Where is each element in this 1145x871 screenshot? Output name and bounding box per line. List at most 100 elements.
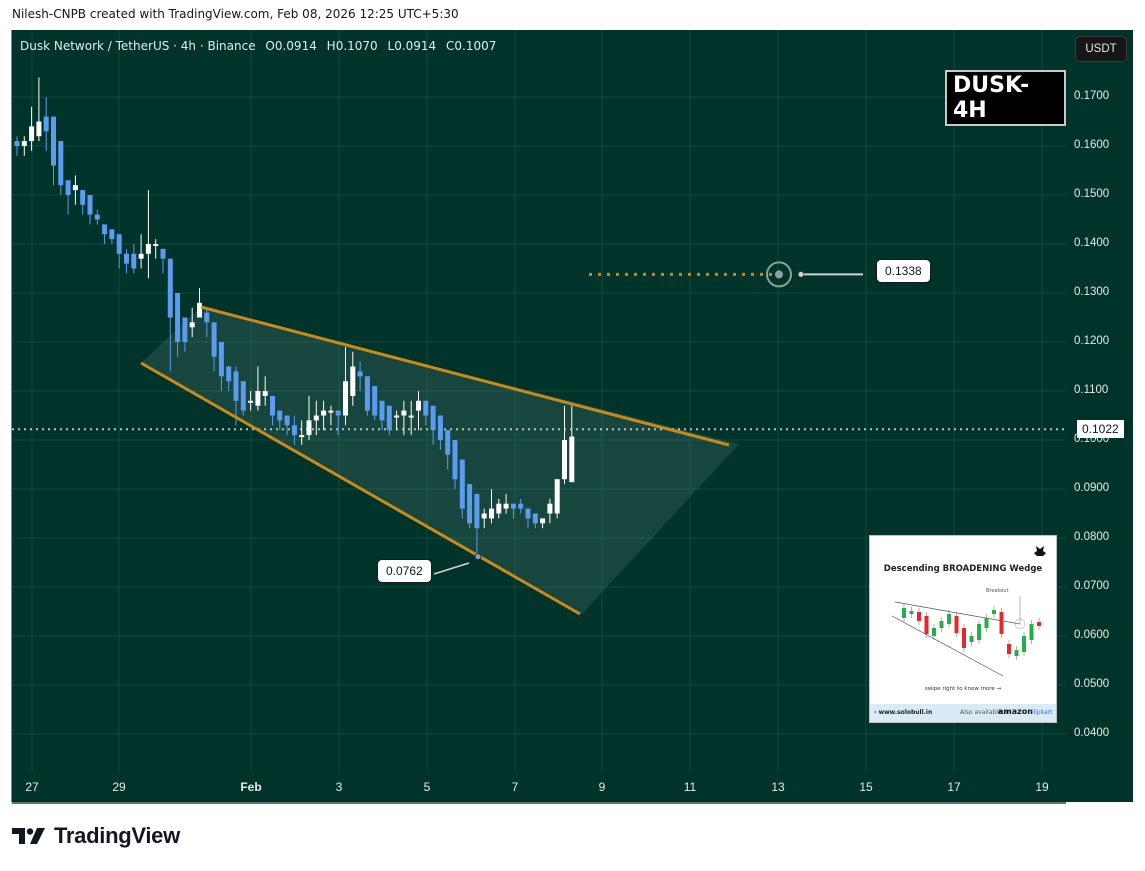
candle xyxy=(496,498,502,519)
candle xyxy=(240,381,246,416)
inset-footer: - www.solobull.in Also available on amaz… xyxy=(870,704,1056,722)
candle xyxy=(350,351,356,406)
candle xyxy=(211,322,217,372)
candle xyxy=(58,141,64,195)
candle xyxy=(14,136,20,156)
candlestick-chart[interactable] xyxy=(12,30,1066,772)
price-tick-label: 0.0700 xyxy=(1074,580,1110,592)
candle xyxy=(109,229,115,244)
ticker-badge: DUSK-4H xyxy=(945,70,1066,126)
last-price-label: 0.1022 xyxy=(1077,420,1124,438)
candle xyxy=(379,400,385,431)
candle xyxy=(226,366,232,391)
candle xyxy=(36,77,42,142)
candle xyxy=(189,307,195,338)
wedge-upper-trendline[interactable] xyxy=(200,305,730,447)
candle xyxy=(21,136,27,156)
candle xyxy=(72,175,78,205)
chart-container[interactable]: Dusk Network / TetherUS · 4h · Binance O… xyxy=(11,30,1133,804)
price-tick-label: 0.0900 xyxy=(1074,482,1110,494)
currency-button[interactable]: USDT xyxy=(1075,36,1127,62)
candle xyxy=(29,106,35,151)
candle xyxy=(394,410,400,431)
candle xyxy=(430,405,436,445)
candle xyxy=(372,386,378,421)
candle xyxy=(437,415,443,450)
candle xyxy=(452,440,458,489)
candle xyxy=(80,190,86,215)
candle xyxy=(43,97,49,151)
candle xyxy=(94,209,100,225)
pattern-title: Descending BROADENING Wedge xyxy=(883,564,1043,574)
candle xyxy=(343,346,348,426)
wedge-lower-trendline[interactable] xyxy=(140,361,581,616)
time-tick-label: 29 xyxy=(112,780,126,794)
candle xyxy=(423,400,429,426)
candle xyxy=(459,459,465,519)
price-tick-label: 0.1300 xyxy=(1074,286,1110,298)
symbol-name[interactable]: Dusk Network / TetherUS · 4h · Binance xyxy=(20,39,256,53)
flipkart-logo: Flipkart xyxy=(1030,709,1053,716)
candle xyxy=(197,288,202,318)
candle xyxy=(270,395,275,426)
candle xyxy=(562,405,567,485)
price-tick-label: 0.0800 xyxy=(1074,531,1110,543)
target-price-label[interactable]: 0.1338 xyxy=(876,259,931,283)
available-on-text: Also available on xyxy=(960,709,1011,716)
swipe-hint: swipe right to know more → xyxy=(924,686,1002,692)
time-tick-label: 17 xyxy=(947,780,961,794)
candle xyxy=(416,391,421,431)
ohlc-close: C0.1007 xyxy=(446,39,497,53)
time-axis[interactable]: 27 29 Feb 3 5 7 9 11 13 15 17 19 xyxy=(12,772,1066,804)
candle xyxy=(87,195,93,225)
candle xyxy=(503,493,509,514)
price-tick-label: 0.1100 xyxy=(1074,384,1109,396)
price-tick-label: 0.1200 xyxy=(1074,335,1110,347)
price-tick-label: 0.0400 xyxy=(1074,727,1110,739)
symbol-legend: Dusk Network / TetherUS · 4h · Binance O… xyxy=(20,39,502,53)
candle xyxy=(525,508,531,529)
candle xyxy=(313,400,319,436)
price-tick-label: 0.1600 xyxy=(1074,139,1110,151)
candle xyxy=(124,248,129,274)
pattern-reference-image: Descending BROADENING Wedge Breakout swi… xyxy=(869,535,1057,723)
price-axis[interactable]: 0.1700 0.1600 0.1500 0.1400 0.1300 0.1200 0.11… xyxy=(1066,30,1133,802)
price-tick-label: 0.0600 xyxy=(1074,629,1110,641)
tradingview-wordmark: TradingView xyxy=(54,823,180,848)
candle xyxy=(175,293,181,357)
candle xyxy=(481,508,487,529)
breakout-label: Breakout xyxy=(986,588,1009,594)
candle xyxy=(532,513,538,529)
candle xyxy=(138,234,144,269)
time-tick-label: 7 xyxy=(511,780,519,794)
chart-plot-area[interactable]: Dusk Network / TetherUS · 4h · Binance O… xyxy=(12,30,1066,772)
candle xyxy=(321,400,327,431)
tradingview-logo[interactable]: TradingView xyxy=(12,823,180,849)
time-tick-label: 11 xyxy=(683,780,697,794)
candle xyxy=(445,430,451,470)
candle xyxy=(51,116,56,186)
price-tick-label: 0.0500 xyxy=(1074,678,1110,690)
candle xyxy=(218,342,224,391)
candle xyxy=(277,410,283,431)
candle xyxy=(510,503,516,519)
candle xyxy=(284,415,290,436)
target-marker-icon xyxy=(766,261,792,288)
candle xyxy=(65,180,71,215)
candle xyxy=(262,376,268,406)
candle xyxy=(489,489,494,524)
candle xyxy=(299,420,305,445)
price-tick-label: 0.1500 xyxy=(1074,188,1110,200)
candle xyxy=(167,258,173,372)
chart-attribution: Nilesh-CNPB created with TradingView.com… xyxy=(12,7,459,21)
time-tick-label: 15 xyxy=(859,780,873,794)
candle xyxy=(116,234,122,269)
candle xyxy=(467,484,473,529)
candle xyxy=(569,405,575,483)
time-tick-label: 27 xyxy=(25,780,39,794)
wedge-fill xyxy=(141,307,739,614)
pattern-diagram xyxy=(891,546,1046,677)
low-price-label[interactable]: 0.0762 xyxy=(377,559,432,583)
ohlc-open: O0.0914 xyxy=(265,39,317,53)
candle xyxy=(335,410,341,436)
